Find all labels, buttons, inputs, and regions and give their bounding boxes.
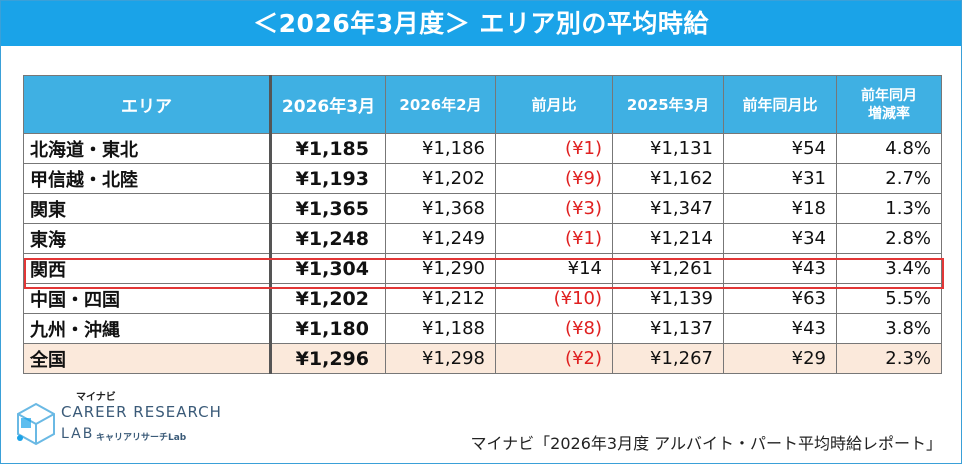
last-year-cell: ¥1,131 xyxy=(612,133,724,164)
current-month-cell: ¥1,180 xyxy=(269,313,386,344)
area-cell: 北海道・東北 xyxy=(23,133,271,164)
area-cell: 九州・沖縄 xyxy=(23,313,271,344)
table-row: 関東 ¥1,365 ¥1,368 (¥3) ¥1,347 ¥18 1.3% xyxy=(23,193,942,224)
logo-text-lab: LAB xyxy=(61,426,95,442)
table-row: 甲信越・北陸 ¥1,193 ¥1,202 (¥9) ¥1,162 ¥31 2.7% xyxy=(23,163,942,194)
col-header-2025-mar: 2025年3月 xyxy=(612,75,724,134)
mom-cell: (¥3) xyxy=(495,193,613,224)
table-row: 全国 ¥1,296 ¥1,298 (¥2) ¥1,267 ¥29 2.3% xyxy=(23,343,942,374)
yoy-cell: ¥43 xyxy=(723,313,837,344)
yoy-cell: ¥54 xyxy=(723,133,837,164)
table-row: 東海 ¥1,248 ¥1,249 (¥1) ¥1,214 ¥34 2.8% xyxy=(23,223,942,254)
current-month-cell: ¥1,296 xyxy=(269,343,386,374)
source-caption: マイナビ「2026年3月度 アルバイト・パート平均時給レポート」 xyxy=(470,434,942,453)
mom-cell: (¥1) xyxy=(495,223,613,254)
yoy-cell: ¥34 xyxy=(723,223,837,254)
current-month-cell: ¥1,185 xyxy=(269,133,386,164)
col-header-yoy-rate: 前年同月 増減率 xyxy=(836,75,942,134)
prev-month-cell: ¥1,249 xyxy=(385,223,496,254)
mom-cell: (¥2) xyxy=(495,343,613,374)
yoy-rate-cell: 2.3% xyxy=(836,343,942,374)
yoy-cell: ¥31 xyxy=(723,163,837,194)
prev-month-cell: ¥1,186 xyxy=(385,133,496,164)
yoy-rate-cell: 4.8% xyxy=(836,133,942,164)
yoy-rate-cell: 2.8% xyxy=(836,223,942,254)
logo-brand: マイナビ xyxy=(76,392,116,403)
col-header-yoy-rate-line2: 増減率 xyxy=(868,105,910,122)
yoy-cell: ¥29 xyxy=(723,343,837,374)
table-row: 九州・沖縄 ¥1,180 ¥1,188 (¥8) ¥1,137 ¥43 3.8% xyxy=(23,313,942,344)
prev-month-cell: ¥1,298 xyxy=(385,343,496,374)
current-month-cell: ¥1,248 xyxy=(269,223,386,254)
table-row: 北海道・東北 ¥1,185 ¥1,186 (¥1) ¥1,131 ¥54 4.8% xyxy=(23,133,942,164)
col-header-area: エリア xyxy=(23,75,271,134)
page-title: ＜2026年3月度＞ エリア別の平均時給 xyxy=(1,1,961,46)
current-month-cell: ¥1,193 xyxy=(269,163,386,194)
area-cell: 東海 xyxy=(23,223,271,254)
prev-month-cell: ¥1,368 xyxy=(385,193,496,224)
logo-text-sub: キャリアリサーチLab xyxy=(96,433,187,443)
last-year-cell: ¥1,162 xyxy=(612,163,724,194)
hourly-wage-table: エリア 2026年3月 2026年2月 前月比 2025年3月 前年同月比 前年… xyxy=(23,75,942,374)
mom-cell: (¥1) xyxy=(495,133,613,164)
prev-month-cell: ¥1,202 xyxy=(385,163,496,194)
last-year-cell: ¥1,137 xyxy=(612,313,724,344)
yoy-cell: ¥18 xyxy=(723,193,837,224)
col-header-yoy: 前年同月比 xyxy=(723,75,837,134)
cube-logo-icon xyxy=(17,402,55,446)
prev-month-cell: ¥1,188 xyxy=(385,313,496,344)
area-cell: 関東 xyxy=(23,193,271,224)
mom-cell: (¥9) xyxy=(495,163,613,194)
logo-text-career-research: CAREER RESEARCH xyxy=(61,403,222,421)
col-header-2026-feb: 2026年2月 xyxy=(385,75,496,134)
col-header-yoy-rate-line1: 前年同月 xyxy=(861,87,917,104)
yoy-rate-cell: 1.3% xyxy=(836,193,942,224)
yoy-rate-cell: 3.8% xyxy=(836,313,942,344)
last-year-cell: ¥1,267 xyxy=(612,343,724,374)
last-year-cell: ¥1,214 xyxy=(612,223,724,254)
last-year-cell: ¥1,347 xyxy=(612,193,724,224)
area-cell: 全国 xyxy=(23,343,271,374)
area-cell: 甲信越・北陸 xyxy=(23,163,271,194)
yoy-rate-cell: 2.7% xyxy=(836,163,942,194)
current-month-cell: ¥1,365 xyxy=(269,193,386,224)
mom-cell: (¥8) xyxy=(495,313,613,344)
col-header-mom: 前月比 xyxy=(495,75,613,134)
kansai-highlight-box xyxy=(24,258,944,289)
table-header-row: エリア 2026年3月 2026年2月 前月比 2025年3月 前年同月比 前年… xyxy=(23,75,942,134)
logo: マイナビ CAREER RESEARCH LAB キャリアリサーチLab xyxy=(14,388,224,458)
col-header-2026-mar: 2026年3月 xyxy=(269,75,386,134)
